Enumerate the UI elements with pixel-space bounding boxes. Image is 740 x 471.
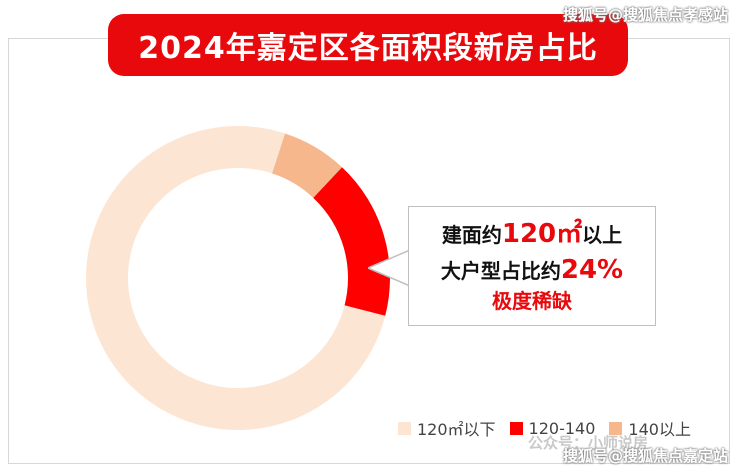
callout-line2-highlight: 24% [560, 254, 624, 285]
chart-title: 2024年嘉定区各面积段新房占比 [108, 14, 628, 76]
callout-pointer [368, 248, 412, 288]
callout-line1-post: 以上 [582, 223, 623, 248]
legend-swatch-2 [609, 421, 623, 435]
callout-line1-pre: 建面约 [441, 223, 502, 248]
callout-box: 建面约120㎡以上 大户型占比约24% 极度稀缺 [408, 206, 656, 326]
callout-line-1: 建面约120㎡以上 [442, 217, 622, 252]
callout-line2-pre: 大户型占比约 [440, 258, 561, 283]
chart-title-text: 2024年嘉定区各面积段新房占比 [138, 31, 598, 66]
legend-swatch-1 [509, 421, 523, 435]
legend: 120㎡以下 120-140 140以上 [398, 416, 691, 440]
watermark-bottom: 搜狐号@搜狐焦点嘉定站 [562, 447, 728, 465]
callout-line1-highlight: 120㎡ [501, 219, 583, 250]
watermark-faded: 公众号：小师说房 [528, 434, 649, 452]
legend-label-1: 120-140 [528, 418, 596, 438]
legend-swatch-0 [398, 421, 411, 435]
watermark-top: 搜狐号@搜狐焦点孝感站 [562, 6, 728, 24]
donut-slice-1 [313, 167, 391, 316]
legend-item-0: 120㎡以下 [398, 416, 496, 440]
legend-item-1: 120-140 [509, 418, 596, 438]
donut-slice-2 [271, 133, 343, 198]
legend-label-2: 140以上 [628, 420, 691, 439]
callout-line-3: 极度稀缺 [492, 288, 572, 313]
legend-label-0: 120㎡以下 [417, 420, 496, 439]
callout-line-2: 大户型占比约24% [441, 253, 623, 288]
legend-item-2: 140以上 [609, 416, 691, 440]
